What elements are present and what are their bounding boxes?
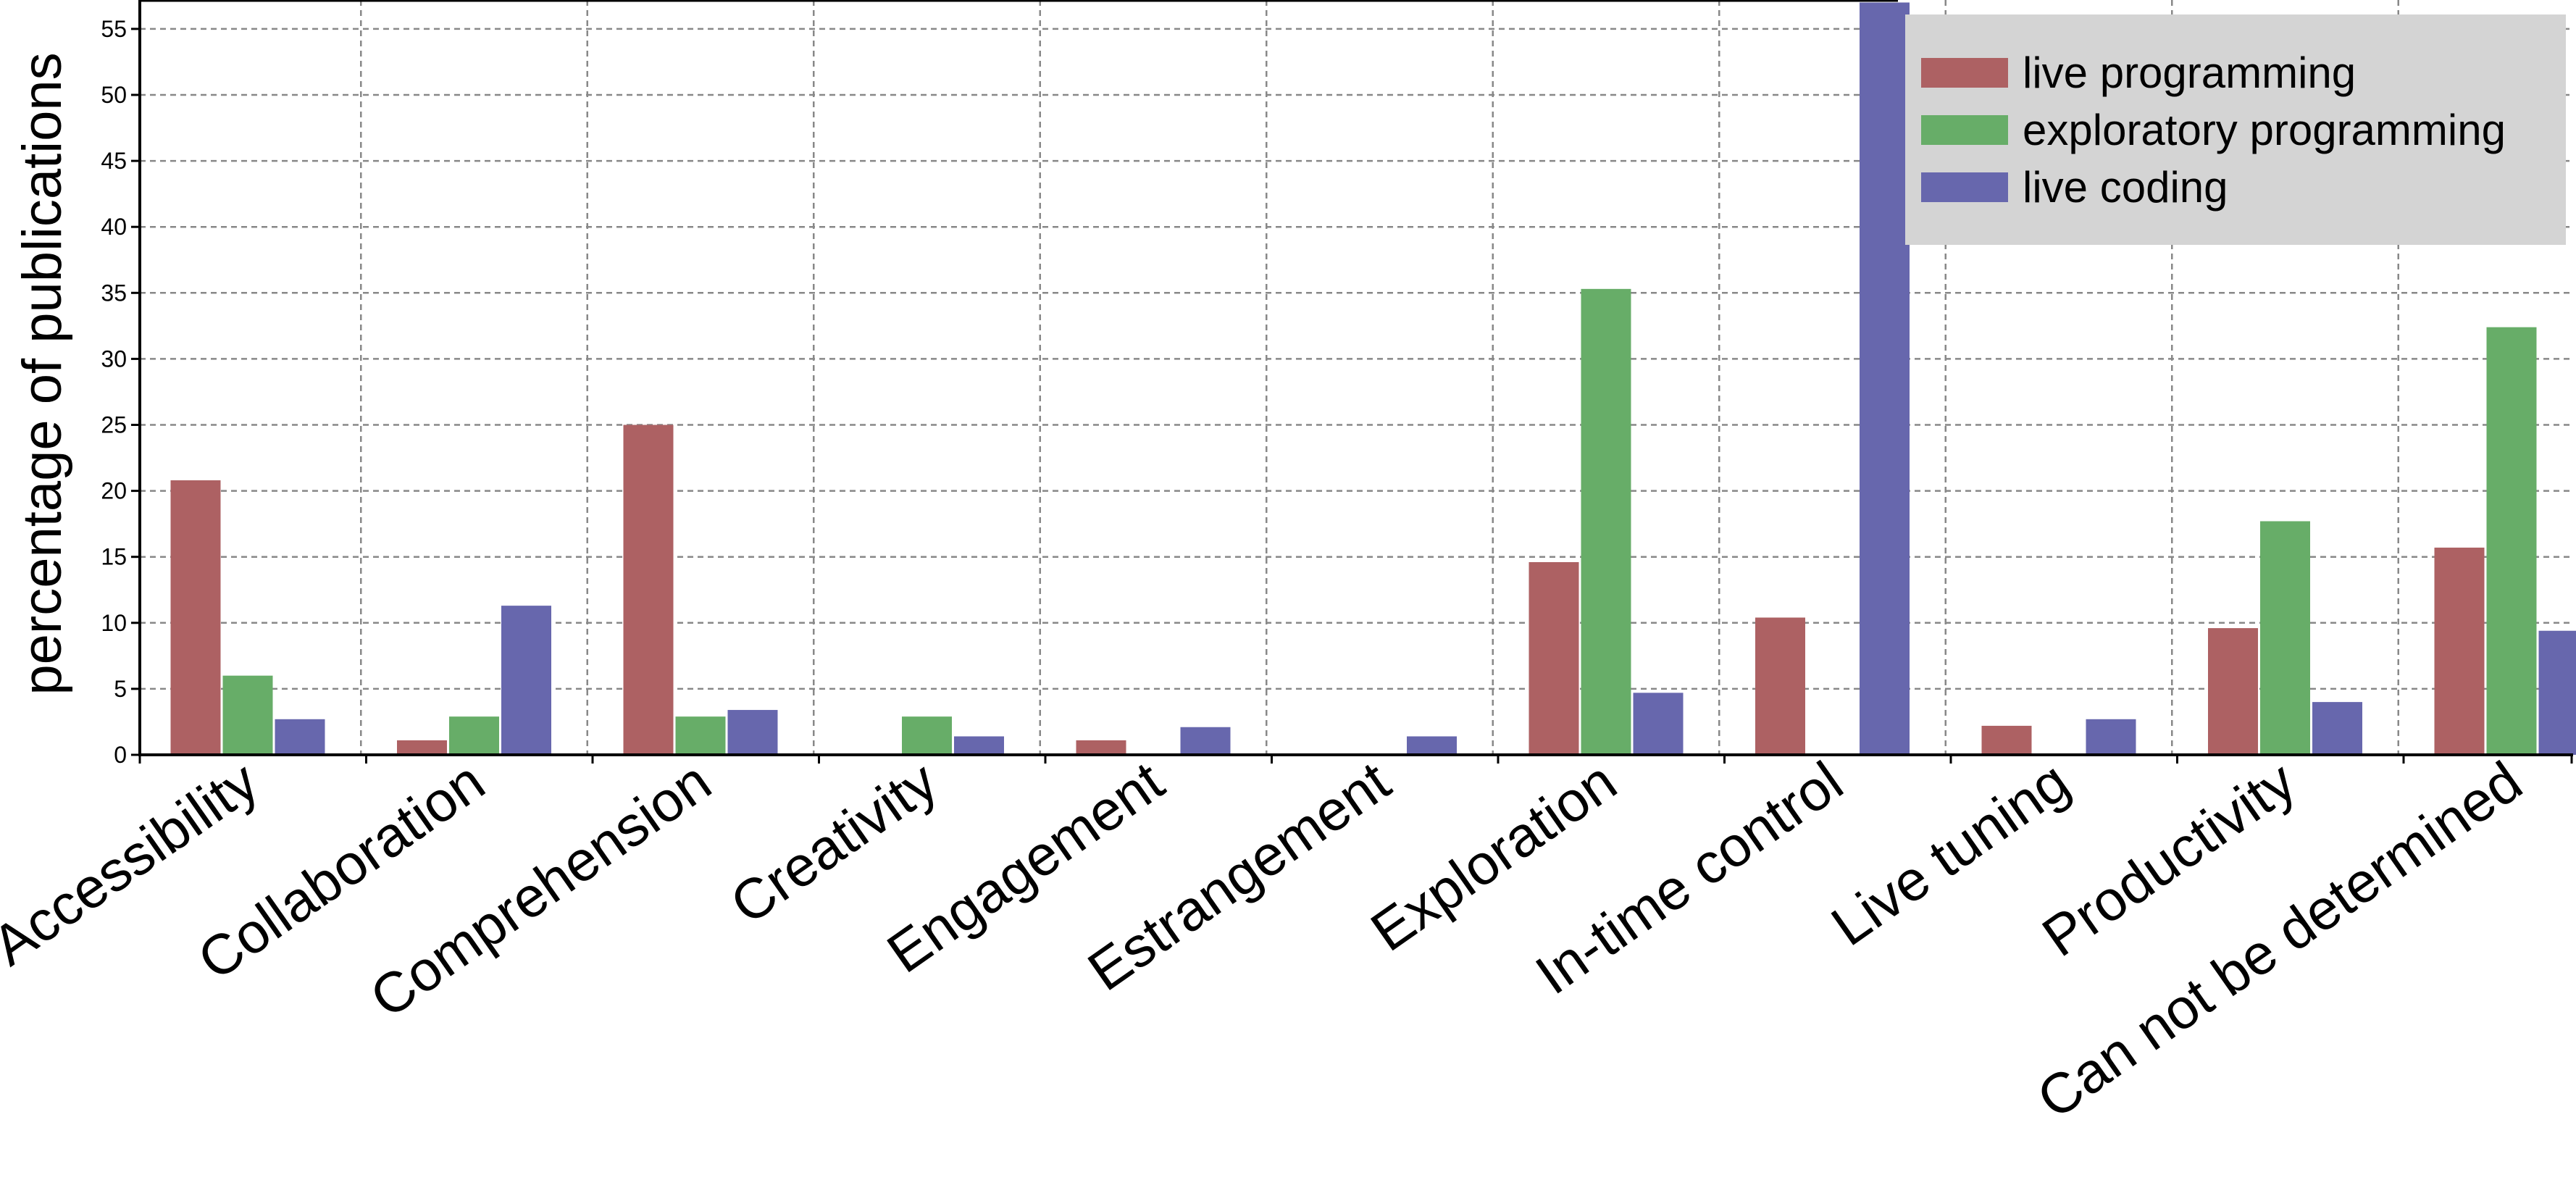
bar xyxy=(170,480,221,755)
y-tick-label: 5 xyxy=(114,676,127,702)
y-tick-label: 30 xyxy=(101,346,127,372)
bar xyxy=(1076,740,1126,755)
bar xyxy=(1981,725,2032,755)
bar xyxy=(2260,521,2310,755)
bar xyxy=(2434,547,2485,755)
bar xyxy=(397,740,447,755)
y-tick-label: 55 xyxy=(101,16,127,42)
y-tick-label: 10 xyxy=(101,610,127,636)
legend-box xyxy=(1905,14,2566,245)
y-tick-label: 0 xyxy=(114,742,127,768)
bar xyxy=(2538,630,2576,755)
bar xyxy=(1633,693,1684,755)
bar xyxy=(954,736,1004,755)
legend-swatch xyxy=(1921,58,2008,88)
legend-label: live coding xyxy=(2023,163,2228,212)
bar xyxy=(675,716,726,755)
bar xyxy=(2486,327,2537,755)
legend-label: live programming xyxy=(2023,49,2356,97)
legend-swatch xyxy=(1921,115,2008,145)
bar xyxy=(1529,561,1579,755)
bar xyxy=(727,710,778,755)
bar xyxy=(2086,719,2136,755)
y-tick-label: 40 xyxy=(101,214,127,240)
bar xyxy=(1180,727,1231,755)
y-tick-label: 20 xyxy=(101,478,127,504)
axes xyxy=(138,0,2573,756)
bar xyxy=(1407,736,1457,755)
y-tick-label: 25 xyxy=(101,412,127,438)
bar xyxy=(623,425,674,755)
bar xyxy=(2312,702,2362,755)
bar xyxy=(902,716,952,755)
bar xyxy=(501,606,551,755)
y-ticks: 0 5 10 15 20 25 30 35 40 45 50 55 xyxy=(101,16,140,768)
bar xyxy=(222,675,273,755)
bar xyxy=(275,719,325,755)
bar xyxy=(1860,2,1910,756)
legend-label: exploratory programming xyxy=(2023,106,2506,154)
y-tick-label: 50 xyxy=(101,82,127,108)
bar xyxy=(2208,628,2258,755)
y-tick-label: 15 xyxy=(101,544,127,570)
y-axis-label: percentage of publications xyxy=(12,52,73,695)
grid-lines xyxy=(140,0,2573,755)
y-tick-label: 35 xyxy=(101,280,127,306)
legend: live programming exploratory programming l… xyxy=(1905,14,2566,245)
bar xyxy=(1755,617,1805,755)
bar xyxy=(1581,288,1631,756)
bars xyxy=(170,2,2576,756)
bar xyxy=(449,716,499,755)
x-ticks: AccessibilityCollaborationComprehensionC… xyxy=(0,749,2573,1131)
legend-swatch xyxy=(1921,172,2008,202)
y-tick-label: 45 xyxy=(101,148,127,174)
